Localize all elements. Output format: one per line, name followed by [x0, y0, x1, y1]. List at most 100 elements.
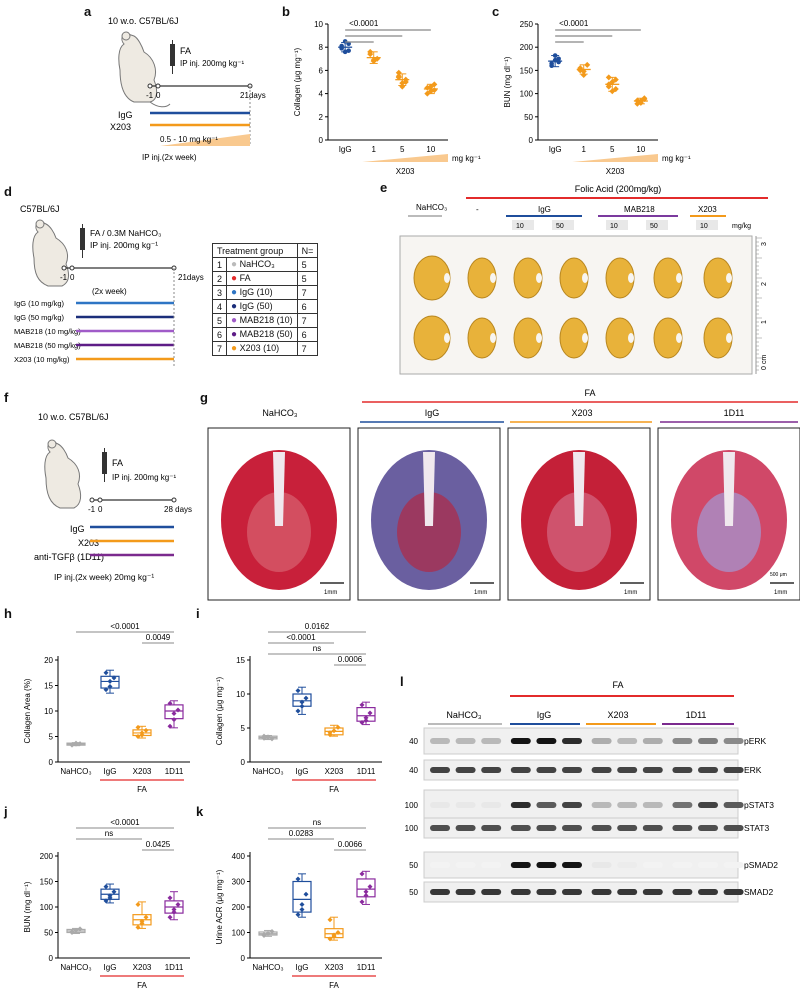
chart-i-collagen: 0 5 10 15 Collagen (μg mg⁻¹) NaHCO₃ IgG X203 1D1… [215, 622, 382, 794]
scale-bar-label: 1mm [774, 590, 787, 596]
x-unit-label: mg kg⁻¹ [452, 154, 481, 163]
protein-band [723, 889, 744, 895]
table-row: 2 ● FA 5 [211, 271, 319, 286]
ruler-3: 3 [761, 242, 768, 246]
f-arm-igg: IgG [70, 524, 85, 534]
panel-label-l: l [400, 674, 404, 689]
data-point [139, 920, 145, 926]
y-tick-label: 0 [49, 758, 54, 767]
data-point [327, 936, 333, 942]
d-drug: FA / 0.3M NaHCO₃ [90, 228, 161, 238]
protein-band [672, 862, 693, 868]
comparison-label: 0.0066 [338, 840, 363, 849]
data-point [359, 899, 365, 905]
x-tick-label: IgG [339, 145, 352, 154]
comparison-label: <0.0001 [110, 818, 140, 827]
g-fa-label: FA [584, 388, 595, 398]
fa-group-label: FA [137, 785, 147, 794]
table-cell-index: 1 [211, 257, 228, 272]
data-point [295, 688, 301, 694]
data-point [77, 741, 83, 747]
g-group-0: NaHCO₃ [262, 408, 298, 418]
y-tick-label: 10 [314, 20, 323, 29]
panel-label-i: i [196, 606, 200, 621]
y-tick-label: 2 [319, 113, 324, 122]
data-point [143, 727, 149, 733]
scale-bar-label: 1mm [324, 590, 337, 596]
mw-marker: 100 [405, 801, 419, 810]
table-row: 7 ● X203 (10) 7 [211, 341, 319, 356]
protein-band [455, 825, 476, 831]
x-tick-label: X203 [133, 767, 152, 776]
protein-band [430, 767, 450, 773]
f-sched: IP inj.(2x week) 20mg kg⁻¹ [54, 572, 154, 582]
d-tick-21: 21days [178, 273, 204, 282]
table-cell-n: 6 [296, 327, 319, 342]
x-tick-label: X203 [325, 963, 344, 972]
y-tick-label: 20 [44, 656, 53, 665]
y-tick-label: 400 [232, 852, 246, 861]
y-axis-label: Collagen (μg mg⁻¹) [215, 676, 224, 745]
y-tick-label: 200 [40, 852, 54, 861]
protein-band [723, 862, 744, 868]
data-point [69, 742, 75, 748]
chart-h-collagen-area: 0 5 10 15 20 Collagen Area (%) NaHCO₃ IgG X203 1D… [23, 622, 190, 794]
data-point [331, 728, 337, 734]
data-point [135, 734, 141, 739]
data-point [77, 926, 83, 932]
e-dose-1: 50 [556, 223, 564, 230]
protein-band [617, 802, 638, 808]
data-point [549, 61, 554, 66]
x-tick-label: NaHCO₃ [60, 767, 91, 776]
fa-group-label: FA [137, 981, 147, 990]
data-point [139, 732, 145, 738]
x-tick-label: 1 [371, 145, 376, 154]
data-point [103, 884, 109, 890]
protein-band [510, 767, 531, 773]
protein-band [642, 862, 663, 868]
p-value-label: <0.0001 [559, 19, 589, 28]
y-tick-label: 200 [520, 43, 534, 52]
l-group-2: X203 [607, 710, 628, 720]
x-tick-label: IgG [549, 145, 562, 154]
panel-f-schematic: 10 w.o. C57BL/6J FA IP inj. 200mg kg⁻¹ -… [34, 412, 192, 582]
table-cell-group: ● X203 (10) [226, 341, 298, 356]
data-point [111, 675, 117, 681]
y-tick-label: 0 [319, 136, 324, 145]
protein-band [617, 862, 638, 868]
d-arm-3: MAB218 (50 mg/kg) [14, 341, 81, 350]
band-label: pERK [744, 736, 767, 746]
protein-band [481, 889, 502, 895]
y-tick-label: 100 [520, 90, 534, 99]
table-cell-group: ● IgG (50) [226, 299, 298, 314]
table-cell-n: 6 [296, 299, 319, 314]
mw-marker: 50 [409, 888, 418, 897]
panel-g-histology: FA NaHCO₃ IgG X203 1D11 1mm 1mm 1mm 1mm 500 … [207, 388, 800, 601]
d-arm-0: IgG (10 mg/kg) [14, 299, 65, 308]
d-arm-4: X203 (10 mg/kg) [14, 355, 70, 364]
p-value-label: <0.0001 [349, 19, 379, 28]
protein-band [562, 767, 582, 773]
panel-label-j: j [4, 804, 8, 819]
e-dose-2: 10 [610, 223, 618, 230]
y-tick-label: 150 [520, 66, 534, 75]
data-point [261, 733, 267, 739]
data-point [367, 710, 373, 716]
dose-wedge [362, 154, 448, 162]
data-point [261, 932, 267, 938]
protein-band [481, 802, 502, 808]
table-row: 5 ● MAB218 (10) 7 [211, 313, 319, 328]
e-dose-3: 50 [650, 223, 658, 230]
y-tick-label: 150 [40, 878, 54, 887]
table-header-group: Treatment group [212, 243, 298, 258]
e-group-fa: - [476, 205, 479, 214]
data-point [265, 734, 271, 740]
data-point [331, 933, 337, 939]
panel-label-h: h [4, 606, 12, 621]
fa-group-label: FA [329, 785, 339, 794]
data-point [69, 928, 75, 934]
data-point [363, 893, 369, 899]
data-point [363, 718, 369, 724]
protein-band [481, 825, 502, 831]
data-point [612, 85, 619, 92]
